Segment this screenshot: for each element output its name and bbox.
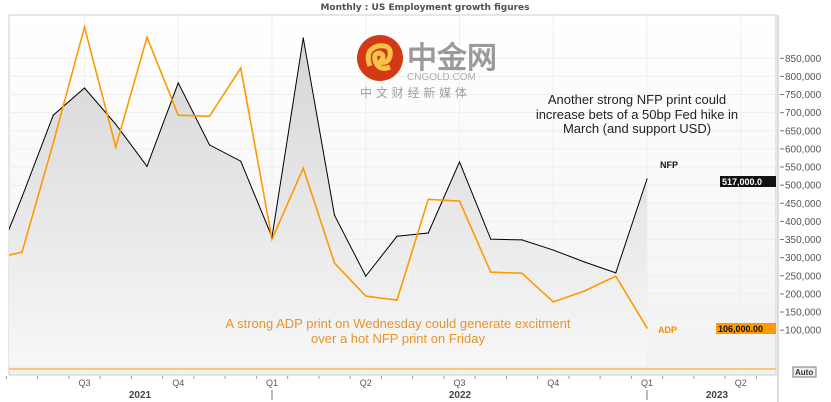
nfp-point [615,272,617,274]
watermark-brand: 中金网 [407,41,497,76]
nfp-point [177,82,179,84]
nfp-last-value: 517,000.0 [722,177,762,187]
y-tick-label: 300,000 [785,253,822,264]
x-quarter-label: Q4 [172,378,184,388]
nfp-point [427,232,429,234]
y-tick-label: 350,000 [785,235,822,246]
adp-point [396,299,398,301]
adp-point [614,275,617,277]
x-year-label: 2021 [129,390,152,401]
adp-point [489,271,492,273]
adp-last-value: 106,000.00 [718,324,763,334]
adp-point [21,251,23,254]
nfp-series-label: NFP [660,160,678,170]
adp-point [583,290,586,292]
y-tick-label: 150,000 [785,308,822,319]
adp-point [114,146,117,148]
nfp-point [83,87,86,89]
watermark-logo: 中金网 CNGOLD.COM 中 文 财 经 新 媒 体 [357,35,497,100]
series-group [9,23,648,367]
adp-series-label: ADP [658,325,677,335]
adp-point [208,115,211,118]
y-tick-label: 200,000 [785,289,822,300]
nfp-point [208,144,211,146]
cngold-logo-icon [357,35,403,81]
nfp-annotation-line: March (and support USD) [563,121,711,136]
x-quarter-label: Q1 [266,378,278,388]
adp-point [458,200,461,202]
x-quarter-label: Q2 [735,378,747,388]
adp-annotation-line: over a hot NFP print on Friday [311,331,485,346]
adp-point [146,36,148,39]
adp-point [521,272,523,275]
y-tick-label: 600,000 [785,144,822,155]
nfp-point [115,123,117,125]
x-quarter-label: Q2 [360,378,372,388]
adp-line [9,23,648,329]
nfp-annotation-line: Another strong NFP print could [548,92,726,107]
x-quarter-label: Q3 [453,378,465,388]
adp-point [302,167,305,169]
y-tick-label: 550,000 [785,163,822,174]
chart-title: Monthly : US Employment growth figures [320,3,529,13]
watermark-tagline: 中 文 财 经 新 媒 体 [360,85,467,100]
adp-point [83,26,86,28]
y-tick-label: 700,000 [785,108,822,119]
y-tick-label: 850,000 [785,54,822,65]
nfp-point [52,114,54,116]
nfp-point [490,238,492,240]
adp-point [552,301,555,303]
x-quarter-label: Q4 [547,378,559,388]
nfp-point [552,249,554,251]
adp-point [427,198,430,201]
y-tick-label: 500,000 [785,181,822,192]
adp-point [646,327,648,329]
nfp-point [333,214,336,216]
y-tick-label: 100,000 [785,326,822,337]
nfp-annotation: Another strong NFP print could increase … [536,92,738,136]
nfp-point [458,161,461,163]
x-axis[interactable]: Q3 Q4 Q1 Q2 Q3 Q4 Q1 Q2 2021 2022 2023 [0,376,757,401]
nfp-point [583,261,586,263]
y-tick-label: 400,000 [785,217,822,228]
nfp-point [302,37,304,39]
x-quarter-label: Q1 [641,378,653,388]
y-tick-label: 800,000 [785,72,822,83]
y-tick-label: 450,000 [785,199,822,210]
nfp-point [521,239,523,241]
adp-annotation: A strong ADP print on Wednesday could ge… [226,316,571,346]
cngold-swirl-icon [365,43,393,71]
y-axis[interactable]: 100,000 150,000 200,000 250,000 300,000 350,0… [777,15,822,402]
nfp-last-value-badge: 517,000.0 [720,176,776,187]
nfp-point [646,178,648,180]
adp-point [239,67,242,69]
auto-scale-label[interactable]: Auto [795,368,813,377]
y-tick-label: 250,000 [785,271,822,282]
x-year-label: 2022 [449,390,472,401]
nfp-annotation-line: increase bets of a 50bp Fed hike in [536,107,738,122]
adp-point [364,295,367,297]
adp-point [177,114,180,116]
y-tick-label: 650,000 [785,126,822,137]
watermark-site: CNGOLD.COM [407,72,476,83]
nfp-point [271,236,273,238]
adp-annotation-line: A strong ADP print on Wednesday could ge… [226,316,571,331]
y-tick-label: 750,000 [785,90,822,101]
nfp-area [9,37,647,367]
adp-point [52,142,55,144]
nfp-point [365,275,367,277]
x-quarter-label: Q3 [78,378,90,388]
adp-point [271,238,273,240]
nfp-point [146,165,148,167]
nfp-point [396,235,398,237]
nfp-line [9,37,648,278]
nfp-point [240,160,242,162]
adp-last-value-badge: 106,000.00 [716,323,776,334]
adp-point [333,262,336,264]
auto-scale-button[interactable]: Auto [792,366,817,378]
x-year-label: 2023 [706,390,729,401]
nfp-point [21,196,23,198]
